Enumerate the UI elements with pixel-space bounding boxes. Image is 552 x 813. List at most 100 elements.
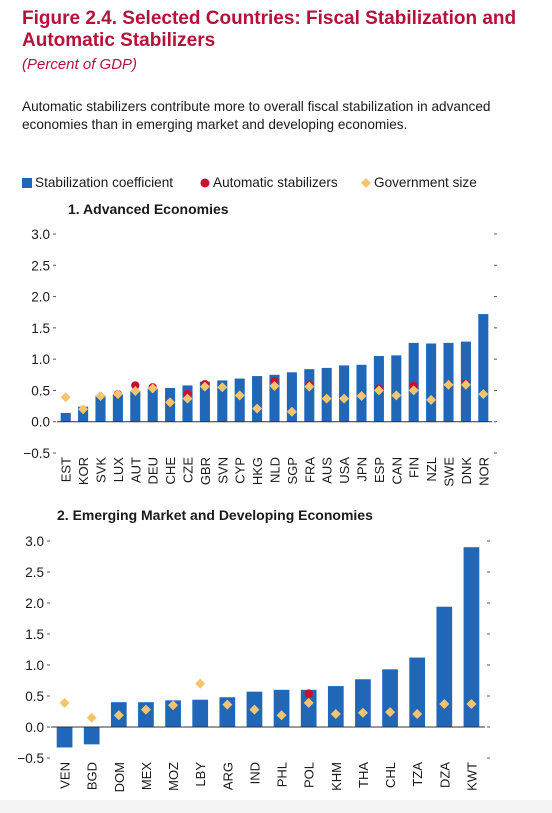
category-label: FIN bbox=[407, 457, 422, 478]
y-tick-label: 0.5 bbox=[25, 689, 44, 704]
category-label: LUX bbox=[111, 457, 126, 483]
government-diamond-nld bbox=[269, 381, 280, 392]
y-tick-label: 0.0 bbox=[31, 415, 50, 430]
government-diamond-pol bbox=[303, 697, 314, 708]
bar-pol bbox=[300, 689, 317, 727]
category-label: NZL bbox=[424, 457, 439, 482]
government-diamond-kwt bbox=[466, 699, 477, 710]
y-tick-label: 2.5 bbox=[25, 565, 44, 580]
government-diamond-hkg bbox=[252, 403, 263, 414]
category-label: DZA bbox=[437, 762, 452, 788]
government-diamond-tha bbox=[357, 707, 368, 718]
bar-chl bbox=[382, 669, 398, 727]
government-diamond-can bbox=[391, 390, 402, 401]
figure-title: Figure 2.4. Selected Countries: Fiscal S… bbox=[22, 8, 517, 51]
legend-item-automatic: Automatic stabilizers bbox=[200, 175, 338, 190]
bar-sgp bbox=[286, 372, 297, 422]
y-tick-label: 2.0 bbox=[31, 290, 50, 305]
legend-label-automatic: Automatic stabilizers bbox=[213, 175, 338, 190]
government-diamond-mex bbox=[140, 704, 151, 715]
category-label: THA bbox=[356, 762, 371, 788]
legend-label-government: Government size bbox=[374, 175, 477, 190]
government-diamond-fra bbox=[304, 381, 315, 392]
category-label: SGP bbox=[285, 457, 300, 484]
automatic-dot-nld bbox=[270, 376, 279, 386]
government-diamond-nor bbox=[478, 389, 489, 400]
government-diamond-deu bbox=[147, 383, 158, 394]
legend-diamond-icon bbox=[361, 178, 371, 189]
bar-nzl bbox=[426, 343, 437, 422]
category-label: KHM bbox=[329, 762, 344, 791]
y-tick-label: 1.0 bbox=[25, 658, 44, 673]
chart-advanced-economies: 1. Advanced Economies −0.5 0.0 0.5 1.0 1.5 2.0… bbox=[0, 195, 552, 497]
panel-title: 2. Emerging Market and Developing Econom… bbox=[57, 507, 373, 523]
government-diamond-bgd bbox=[86, 712, 97, 723]
government-diamond-nzl bbox=[426, 394, 437, 405]
panel-title: 1. Advanced Economies bbox=[68, 201, 229, 217]
category-label: EST bbox=[59, 457, 74, 482]
y-tick-label: −0.5 bbox=[23, 446, 50, 461]
government-diamond-sgp bbox=[286, 406, 297, 417]
y-tick-label: −0.5 bbox=[17, 751, 44, 766]
bar-fra bbox=[304, 369, 315, 422]
category-label: CAN bbox=[389, 457, 404, 484]
category-label: MEX bbox=[139, 762, 154, 791]
bar-usa bbox=[339, 365, 350, 422]
bar-deu bbox=[147, 388, 158, 422]
chart-svg-advanced: 1. Advanced Economies −0.5 0.0 0.5 1.0 1.5 2.0… bbox=[23, 201, 497, 487]
category-label: SWE bbox=[442, 457, 457, 487]
y-tick-label: 2.5 bbox=[31, 258, 50, 273]
category-label: SVN bbox=[215, 457, 230, 484]
category-label: POL bbox=[302, 762, 317, 788]
government-diamond-esp bbox=[373, 385, 384, 396]
category-label: USA bbox=[337, 457, 352, 484]
government-diamond-khm bbox=[330, 708, 341, 719]
y-tick-label: 2.0 bbox=[25, 596, 44, 611]
government-diamond-dnk bbox=[460, 379, 471, 390]
category-label: KWT bbox=[464, 762, 479, 791]
government-diamond-dza bbox=[439, 699, 450, 710]
category-label: HKG bbox=[250, 457, 265, 485]
government-diamond-dom bbox=[113, 710, 124, 721]
category-label: CZE bbox=[181, 457, 196, 483]
category-label: SVK bbox=[94, 457, 109, 483]
bar-tza bbox=[409, 657, 426, 727]
legend-item-stabilization: Stabilization coefficient bbox=[22, 175, 173, 190]
category-label: GBR bbox=[198, 457, 213, 485]
bar-svk bbox=[95, 395, 106, 422]
category-label: TZA bbox=[410, 762, 425, 787]
y-tick-label: 0.0 bbox=[25, 720, 44, 735]
page-footer-band bbox=[0, 800, 552, 813]
category-label: DEU bbox=[146, 457, 161, 484]
category-label: DOM bbox=[112, 762, 127, 792]
bar-tha bbox=[355, 679, 371, 727]
category-label: FRA bbox=[302, 457, 317, 483]
bar-svn bbox=[217, 380, 228, 422]
y-tick-label: 1.0 bbox=[31, 352, 50, 367]
legend-label-stabilization: Stabilization coefficient bbox=[35, 175, 174, 190]
bar-khm bbox=[327, 686, 344, 727]
category-label: JPN bbox=[355, 457, 370, 482]
government-diamond-che bbox=[165, 397, 176, 408]
government-diamond-usa bbox=[339, 393, 350, 404]
automatic-dot-aut bbox=[131, 381, 140, 390]
category-label: VEN bbox=[58, 762, 73, 789]
chart-emerging-economies: 2. Emerging Market and Developing Econom… bbox=[0, 500, 552, 800]
category-label: AUT bbox=[128, 457, 143, 483]
government-diamond-svk bbox=[95, 391, 106, 402]
government-diamond-cze bbox=[182, 393, 193, 404]
legend-square-icon bbox=[22, 178, 32, 189]
category-label: IND bbox=[247, 762, 262, 784]
bar-bgd bbox=[83, 727, 100, 745]
category-label: NLD bbox=[268, 457, 283, 483]
y-tick-label: 3.0 bbox=[25, 534, 44, 549]
bar-nld bbox=[269, 374, 280, 422]
legend-item-government: Government size bbox=[361, 175, 477, 190]
category-label: KOR bbox=[76, 457, 91, 485]
bar-cze bbox=[182, 385, 193, 422]
bar-moz bbox=[165, 700, 181, 727]
government-diamond-tza bbox=[412, 708, 423, 719]
bar-kwt bbox=[463, 547, 480, 727]
bar-nor bbox=[478, 314, 489, 422]
government-diamond-chl bbox=[385, 707, 396, 718]
